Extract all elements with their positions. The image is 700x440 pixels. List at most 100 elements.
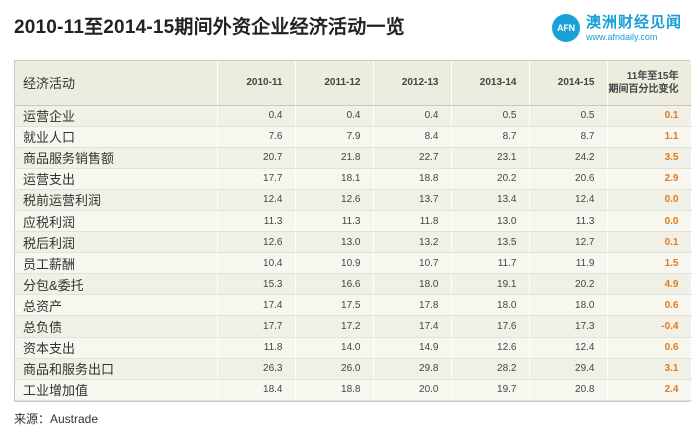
value-cell: 24.2 <box>529 147 608 169</box>
value-cell: 18.4 <box>217 379 296 402</box>
change-cell: 1.1 <box>607 126 692 148</box>
brand-url: www.afndaily.com <box>585 31 658 42</box>
change-cell: 0.0 <box>607 189 692 211</box>
value-cell: 18.8 <box>373 168 452 190</box>
table-body: 运营企业 0.4 0.4 0.4 0.5 0.5 0.1 就业人口 7.6 7.9 8.4 8.7 8.… <box>15 105 692 402</box>
row-label: 商品和服务出口 <box>15 358 218 380</box>
value-cell: 12.6 <box>451 337 530 359</box>
row-label: 运营支出 <box>15 168 218 190</box>
change-cell: 0.6 <box>607 294 692 317</box>
change-cell: 3.1 <box>607 358 692 380</box>
value-cell: 0.4 <box>217 105 296 127</box>
table-row: 总负债 17.7 17.2 17.4 17.6 17.3 -0.4 <box>15 315 692 338</box>
value-cell: 11.3 <box>529 210 608 233</box>
brand-logo: AFN 澳洲财经见闻 www.afndaily.com <box>551 10 682 46</box>
value-cell: 28.2 <box>451 358 530 380</box>
value-cell: 20.2 <box>451 168 530 190</box>
value-cell: 29.8 <box>373 358 452 380</box>
value-cell: 11.3 <box>217 210 296 233</box>
table-row: 资本支出 11.8 14.0 14.9 12.6 12.4 0.6 <box>15 337 692 359</box>
table-row: 员工薪酬 10.4 10.9 10.7 11.7 11.9 1.5 <box>15 252 692 275</box>
table-row: 商品服务销售额 20.7 21.8 22.7 23.1 24.2 3.5 <box>15 147 692 169</box>
header-year: 2013-14 <box>451 61 530 106</box>
table-row: 就业人口 7.6 7.9 8.4 8.7 8.7 1.1 <box>15 126 692 148</box>
value-cell: 8.7 <box>529 126 608 148</box>
row-label: 商品服务销售额 <box>15 147 218 169</box>
value-cell: 13.0 <box>451 210 530 233</box>
value-cell: 20.0 <box>373 379 452 402</box>
header-year: 2011-12 <box>295 61 374 106</box>
header-change-line: 11年至15年 <box>626 70 679 82</box>
value-cell: 14.0 <box>295 337 374 359</box>
value-cell: 17.7 <box>217 315 296 338</box>
table-row: 总资产 17.4 17.5 17.8 18.0 18.0 0.6 <box>15 294 692 317</box>
value-cell: 0.4 <box>373 105 452 127</box>
page-title: 2010-11至2014-15期间外资企业经济活动一览 <box>14 17 405 38</box>
value-cell: 23.1 <box>451 147 530 169</box>
value-cell: 17.4 <box>217 294 296 317</box>
value-cell: 12.4 <box>217 189 296 211</box>
value-cell: 10.7 <box>373 252 452 275</box>
value-cell: 8.4 <box>373 126 452 148</box>
value-cell: 17.6 <box>451 315 530 338</box>
change-cell: 2.4 <box>607 379 692 402</box>
row-label: 分包&委托 <box>15 273 218 296</box>
table-row: 运营支出 17.7 18.1 18.8 20.2 20.6 2.9 <box>15 168 692 190</box>
row-label: 员工薪酬 <box>15 252 218 275</box>
value-cell: 15.3 <box>217 273 296 296</box>
header-change-line: 期间百分比变化 <box>608 83 679 95</box>
change-cell: 3.5 <box>607 147 692 169</box>
table-row: 工业增加值 18.4 18.8 20.0 19.7 20.8 2.4 <box>15 379 692 402</box>
value-cell: 18.0 <box>451 294 530 317</box>
value-cell: 11.9 <box>529 252 608 275</box>
row-label: 总资产 <box>15 294 218 317</box>
row-label: 运营企业 <box>15 105 218 127</box>
table-row: 运营企业 0.4 0.4 0.4 0.5 0.5 0.1 <box>15 105 692 127</box>
value-cell: 12.4 <box>529 337 608 359</box>
change-cell: 2.9 <box>607 168 692 190</box>
value-cell: 17.3 <box>529 315 608 338</box>
value-cell: 22.7 <box>373 147 452 169</box>
value-cell: 17.5 <box>295 294 374 317</box>
table-row: 税前运营利润 12.4 12.6 13.7 13.4 12.4 0.0 <box>15 189 692 211</box>
table-row: 应税利润 11.3 11.3 11.8 13.0 11.3 0.0 <box>15 210 692 233</box>
value-cell: 0.5 <box>529 105 608 127</box>
value-cell: 16.6 <box>295 273 374 296</box>
value-cell: 12.6 <box>217 231 296 254</box>
change-cell: 0.1 <box>607 231 692 254</box>
value-cell: 0.5 <box>451 105 530 127</box>
value-cell: 10.9 <box>295 252 374 275</box>
value-cell: 0.4 <box>295 105 374 127</box>
value-cell: 13.2 <box>373 231 452 254</box>
value-cell: 17.8 <box>373 294 452 317</box>
value-cell: 7.6 <box>217 126 296 148</box>
table-row: 分包&委托 15.3 16.6 18.0 19.1 20.2 4.9 <box>15 273 692 296</box>
value-cell: 12.7 <box>529 231 608 254</box>
value-cell: 17.4 <box>373 315 452 338</box>
value-cell: 8.7 <box>451 126 530 148</box>
value-cell: 17.2 <box>295 315 374 338</box>
value-cell: 12.6 <box>295 189 374 211</box>
row-label: 就业人口 <box>15 126 218 148</box>
value-cell: 26.3 <box>217 358 296 380</box>
change-cell: 0.0 <box>607 210 692 233</box>
header-year: 2010-11 <box>217 61 296 106</box>
value-cell: 7.9 <box>295 126 374 148</box>
value-cell: 17.7 <box>217 168 296 190</box>
value-cell: 13.7 <box>373 189 452 211</box>
value-cell: 29.4 <box>529 358 608 380</box>
table-header-row: 经济活动 2010-11 2011-12 2012-13 2013-14 2014-15… <box>15 61 692 106</box>
value-cell: 20.2 <box>529 273 608 296</box>
source-note: 来源：Austrade <box>14 412 99 426</box>
value-cell: 18.1 <box>295 168 374 190</box>
row-label: 资本支出 <box>15 337 218 359</box>
value-cell: 13.5 <box>451 231 530 254</box>
economic-activity-table: 经济活动 2010-11 2011-12 2012-13 2013-14 2014-15… <box>15 61 692 402</box>
value-cell: 11.3 <box>295 210 374 233</box>
value-cell: 26.0 <box>295 358 374 380</box>
brand-text: 澳洲财经见闻 www.afndaily.com <box>586 15 682 42</box>
data-table-container: 经济活动 2010-11 2011-12 2012-13 2013-14 2014-15… <box>14 60 692 402</box>
value-cell: 18.8 <box>295 379 374 402</box>
row-label: 税前运营利润 <box>15 189 218 211</box>
change-cell: -0.4 <box>607 315 692 338</box>
